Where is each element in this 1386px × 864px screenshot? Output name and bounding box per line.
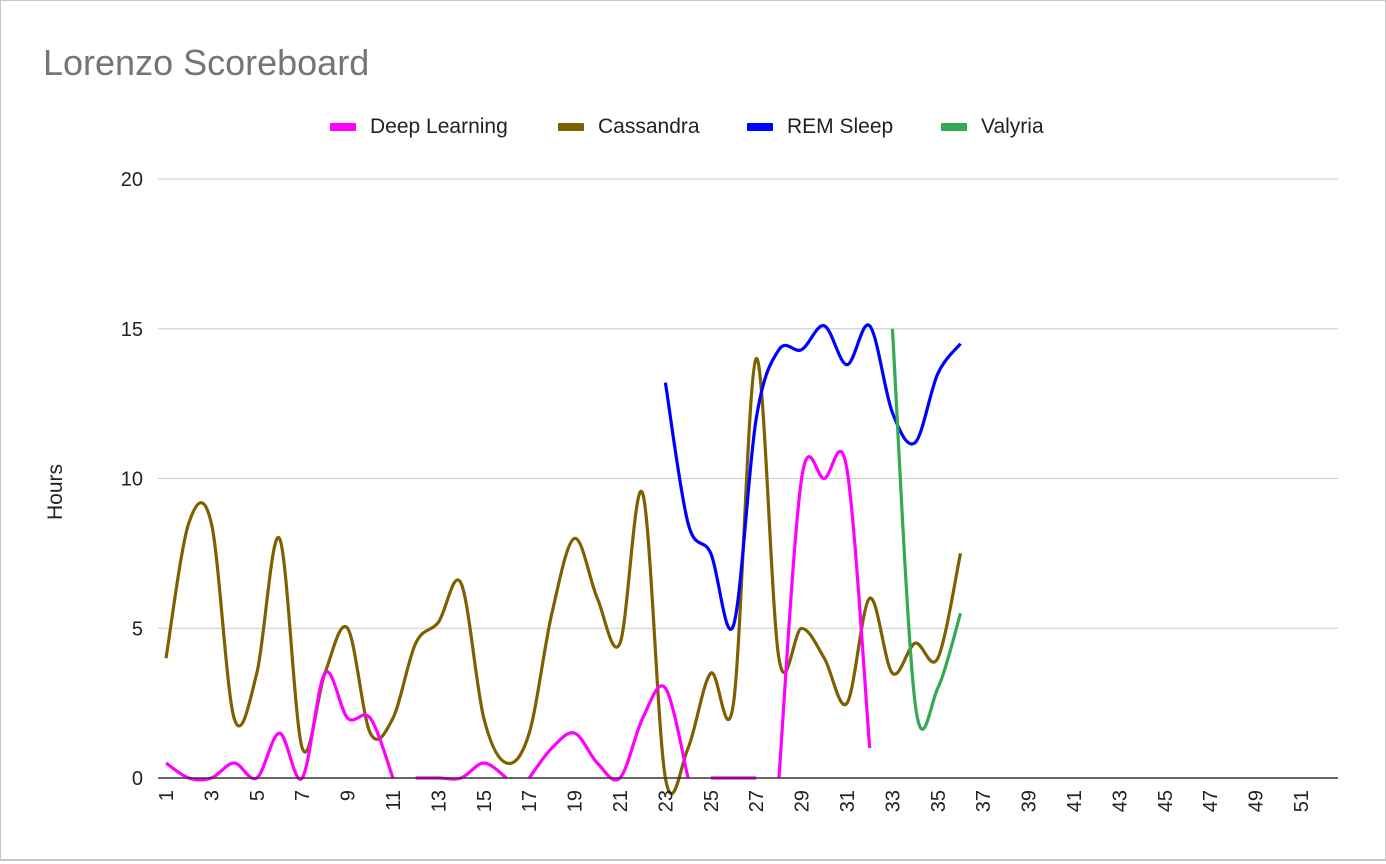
legend-label-valyria: Valyria	[981, 115, 1044, 138]
x-tick-label: 31	[837, 790, 859, 812]
axes: 1 3 5 7 9 11 13 15 17 19 21 23 25 27 29 31 33 35 37 39 41 43 4…	[156, 777, 1338, 812]
legend-swatch-deep-learning	[330, 123, 356, 131]
x-tick-label: 21	[610, 790, 632, 812]
legend-item-rem-sleep[interactable]: REM Sleep	[747, 113, 893, 141]
legend-swatch-rem-sleep	[747, 123, 773, 131]
series-lines	[164, 323, 963, 796]
y-tick-label: 20	[121, 169, 143, 191]
x-tick-label: 29	[792, 790, 814, 812]
x-tick-label: 17	[519, 790, 541, 812]
legend-swatch-cassandra	[558, 123, 584, 131]
series-valyria	[890, 328, 963, 731]
x-tick-label: 33	[882, 790, 904, 812]
y-axis-title: Hours	[44, 464, 67, 520]
gridlines: 0 5 10 15 20	[121, 169, 1338, 790]
x-tick-label: 51	[1291, 790, 1313, 812]
x-tick-label: 43	[1109, 790, 1131, 812]
x-tick-label: 47	[1200, 790, 1222, 812]
x-tick-label: 25	[701, 790, 723, 812]
x-tick-label: 7	[292, 790, 314, 801]
series-line	[164, 357, 963, 796]
x-tick-label: 37	[973, 790, 995, 812]
legend-item-deep-learning[interactable]: Deep Learning	[330, 113, 508, 141]
x-tick-label: 39	[1019, 790, 1041, 812]
x-tick-label: 1	[156, 790, 178, 801]
x-tick-label: 23	[655, 790, 677, 812]
x-tick-label: 19	[565, 790, 587, 812]
legend-swatch-valyria	[941, 123, 967, 131]
legend-label-deep-learning: Deep Learning	[370, 115, 508, 138]
chart-title: Lorenzo Scoreboard	[43, 42, 370, 83]
x-tick-label: 35	[928, 790, 950, 812]
y-tick-label: 10	[121, 469, 143, 491]
x-tick-label: 49	[1246, 790, 1268, 812]
x-tick-label: 9	[338, 790, 360, 801]
series-line	[165, 670, 395, 782]
legend-item-cassandra[interactable]: Cassandra	[558, 113, 700, 141]
y-tick-label: 0	[132, 768, 143, 790]
series-line	[415, 761, 508, 781]
series-line	[663, 323, 962, 631]
series-deep-learning	[165, 449, 872, 782]
x-tick-label: 5	[247, 790, 269, 801]
legend-label-rem-sleep: REM Sleep	[787, 115, 894, 138]
x-tick-label: 27	[746, 790, 768, 812]
y-tick-label: 5	[132, 618, 143, 640]
x-tick-label: 13	[428, 790, 450, 812]
series-line	[890, 328, 963, 731]
series-rem-sleep	[663, 323, 962, 631]
x-tick-label: 41	[1064, 790, 1086, 812]
series-line	[777, 449, 872, 779]
legend-label-cassandra: Cassandra	[598, 115, 700, 138]
series-cassandra	[164, 357, 963, 796]
y-tick-label: 15	[121, 319, 143, 341]
x-tick-label: 45	[1155, 790, 1177, 812]
x-tick-label: 11	[383, 790, 405, 811]
series-line	[527, 684, 690, 782]
chart-legend: Deep Learning Cassandra REM Sleep Valyri…	[0, 113, 1386, 141]
x-tick-label: 15	[474, 790, 496, 812]
legend-item-valyria[interactable]: Valyria	[941, 113, 1044, 141]
x-tick-label: 3	[201, 790, 223, 801]
